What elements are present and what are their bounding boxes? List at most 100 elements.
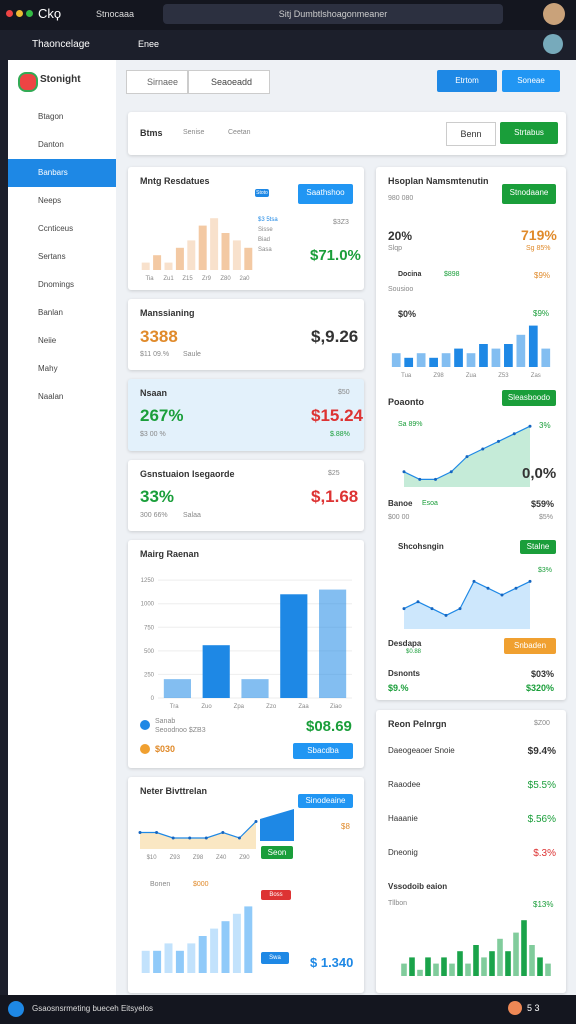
menu-item[interactable]: Btagon bbox=[38, 112, 64, 121]
bar bbox=[433, 963, 439, 976]
bar bbox=[441, 353, 451, 367]
note: $25 bbox=[328, 470, 340, 477]
menu-item[interactable]: Danton bbox=[38, 140, 64, 149]
menu-item[interactable]: Neiie bbox=[38, 336, 57, 345]
point bbox=[138, 831, 142, 834]
menu-item[interactable]: Banbars bbox=[8, 159, 116, 187]
sub: 300 66% bbox=[140, 512, 168, 519]
button[interactable]: Sbacdba bbox=[293, 743, 353, 759]
point bbox=[465, 455, 469, 459]
row-value: $9.4% bbox=[527, 746, 556, 757]
value: 3388 bbox=[140, 327, 178, 346]
x-tick-label: Zu1 bbox=[163, 276, 174, 282]
row-label: Raaodee bbox=[388, 780, 421, 789]
button[interactable]: Etrtom bbox=[437, 70, 497, 92]
point bbox=[221, 831, 225, 834]
url-bar[interactable]: Sitj Dumbtlshoagonmeaner bbox=[163, 4, 503, 24]
legend-item: Sasa bbox=[258, 247, 272, 253]
x-tick-label: Z90 bbox=[239, 855, 250, 861]
row-label: Haaanie bbox=[388, 814, 418, 823]
menu-item[interactable]: Dnomings bbox=[38, 280, 75, 289]
bar bbox=[221, 233, 230, 270]
sub: $3 00 % bbox=[140, 431, 166, 438]
card: Neter Bivttrelan $10 Z93 Z98 Z40 Z90 Sinodea… bbox=[128, 777, 364, 993]
bar bbox=[513, 932, 519, 976]
bar bbox=[473, 945, 479, 976]
dropdown[interactable]: Benn bbox=[446, 122, 496, 146]
button[interactable]: Sinodeaine bbox=[298, 794, 353, 808]
value: $,9.26 bbox=[311, 327, 359, 346]
bar bbox=[244, 247, 253, 270]
chart bbox=[141, 906, 253, 973]
bar bbox=[221, 921, 230, 973]
section-title: Vssodoib eaion bbox=[388, 882, 448, 891]
row-value: $5% bbox=[539, 514, 554, 521]
button[interactable]: Soneae bbox=[502, 70, 560, 92]
point bbox=[512, 432, 516, 436]
tab[interactable]: Ceetan bbox=[228, 129, 251, 136]
bar bbox=[141, 950, 150, 973]
legend-item: Sa 89% bbox=[398, 421, 423, 428]
bar bbox=[489, 951, 495, 976]
bar bbox=[210, 218, 219, 270]
chart: Tia Zu1 Z15 Zr9 Z80 2a0 bbox=[141, 218, 253, 282]
point bbox=[237, 836, 241, 840]
menu-item[interactable]: Banlan bbox=[38, 308, 63, 317]
app-header: Thaoncelage Enee bbox=[0, 30, 576, 60]
button[interactable]: Sleasboodo bbox=[502, 390, 556, 406]
nav-link[interactable]: Enee bbox=[138, 39, 160, 49]
tab[interactable]: Senise bbox=[183, 129, 205, 136]
point bbox=[418, 477, 422, 481]
bar bbox=[187, 240, 196, 270]
line bbox=[140, 821, 257, 839]
note: $50 bbox=[338, 389, 350, 396]
x-tick-label: $10 bbox=[147, 855, 158, 861]
menu-item[interactable]: Naalan bbox=[38, 392, 64, 401]
card: Mairg Raenan 0 250 500 750 1000 1250 Tra Zuo Zpa… bbox=[128, 540, 364, 768]
chart bbox=[402, 579, 532, 629]
button[interactable]: Stnodaane bbox=[502, 184, 556, 204]
search[interactable]: Sirnaee bbox=[126, 70, 188, 94]
x-tick-label: Z93 bbox=[170, 855, 181, 861]
x-tick-label: Z15 bbox=[182, 276, 193, 282]
chart: Tua Z98 Zua Z53 Zas bbox=[391, 325, 551, 379]
bar bbox=[491, 348, 501, 367]
value: $0% bbox=[398, 309, 417, 319]
bar bbox=[164, 943, 173, 973]
point bbox=[402, 607, 406, 611]
bar bbox=[479, 344, 488, 367]
menu-item[interactable]: Sertans bbox=[38, 252, 66, 261]
button[interactable]: Snbaden bbox=[504, 638, 556, 654]
legend-item: $9% bbox=[534, 271, 551, 280]
bar bbox=[163, 679, 191, 698]
value: $ 1.340 bbox=[310, 955, 354, 970]
row-label: Dneonig bbox=[388, 848, 418, 857]
bar bbox=[391, 353, 401, 367]
button[interactable]: Stalne bbox=[520, 540, 556, 554]
row-label: Esoa bbox=[422, 500, 438, 507]
legend-item: Sisse bbox=[258, 227, 273, 233]
bar bbox=[497, 938, 503, 976]
value: $13% bbox=[533, 900, 554, 909]
search[interactable]: Seaoeadd bbox=[188, 70, 270, 94]
legend-item: Sanab bbox=[155, 718, 176, 725]
menu-item[interactable]: Ccnticeus bbox=[38, 224, 74, 233]
tab[interactable]: Btms bbox=[140, 128, 163, 138]
card-title: Gsnstuaion Isegaorde bbox=[140, 469, 235, 479]
x-tick-label: Z53 bbox=[498, 373, 509, 379]
x-tick-label: 2a0 bbox=[239, 276, 250, 282]
button[interactable]: Strtabus bbox=[500, 122, 558, 144]
row-label: $0.88 bbox=[406, 649, 422, 655]
tab[interactable]: Ckϙ bbox=[38, 6, 62, 21]
line bbox=[403, 580, 531, 617]
legend-item: Bonen bbox=[150, 881, 171, 888]
y-tick-label: 1000 bbox=[141, 602, 155, 608]
menu-item[interactable]: Mahy bbox=[38, 364, 58, 373]
x-tick-label: Z98 bbox=[433, 373, 444, 379]
tab[interactable]: Stnocaaa bbox=[96, 9, 135, 19]
card: Nsaan $50 267% $15.24 $3 00 % $.88% bbox=[128, 379, 364, 451]
menu-item[interactable]: Neeps bbox=[38, 196, 62, 205]
button[interactable]: Saathshoo bbox=[298, 184, 353, 204]
point bbox=[500, 593, 504, 597]
